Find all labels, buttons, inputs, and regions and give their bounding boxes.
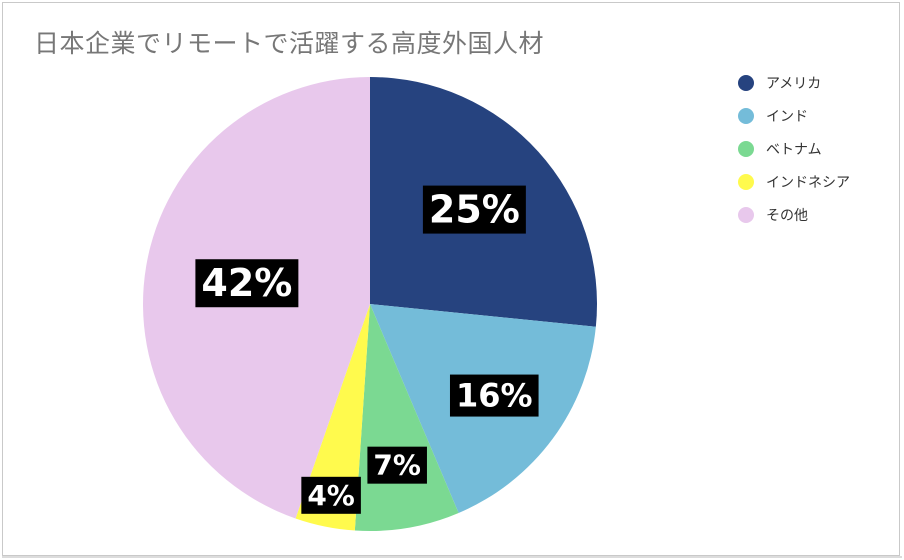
legend-item-vietnam: ベトナム: [738, 138, 850, 160]
chart-title: 日本企業でリモートで活躍する高度外国人材: [34, 29, 545, 58]
legend-item-indonesia: インドネシア: [738, 171, 850, 193]
data-label-bg-other: [195, 259, 299, 308]
data-label-vietnam: 7%: [367, 446, 427, 484]
data-label-text-other: 42%: [201, 261, 292, 305]
legend-item-other: その他: [738, 204, 850, 226]
data-label-indonesia: 4%: [301, 476, 361, 514]
data-label-india: 16%: [449, 374, 539, 417]
legend-label-india: インド: [766, 109, 808, 125]
data-label-bg-india: [449, 374, 539, 417]
data-label-text-vietnam: 7%: [373, 449, 421, 482]
data-label-text-america: 25%: [429, 188, 520, 232]
legend-label-america: アメリカ: [766, 76, 822, 92]
legend-swatch-america: [738, 75, 754, 91]
data-label-bg-vietnam: [367, 446, 427, 484]
legend-item-america: アメリカ: [738, 72, 850, 94]
data-label-america: 25%: [422, 185, 526, 234]
legend-label-indonesia: インドネシア: [766, 175, 850, 191]
legend: アメリカインドベトナムインドネシア その他: [738, 72, 850, 237]
pie-slice-indonesia: [295, 304, 370, 531]
legend-swatch-vietnam: [738, 141, 754, 157]
data-label-other: 42%: [195, 259, 299, 308]
data-label-text-india: 16%: [456, 377, 533, 415]
legend-swatch-india: [738, 108, 754, 124]
legend-item-india: インド: [738, 105, 850, 127]
legend-swatch-other: [738, 207, 754, 223]
legend-label-other: その他: [766, 208, 808, 224]
data-label-bg-indonesia: [301, 476, 361, 514]
data-label-bg-america: [422, 185, 526, 234]
legend-label-vietnam: ベトナム: [766, 142, 822, 158]
data-label-text-indonesia: 4%: [307, 479, 355, 512]
bottom-divider: [2, 556, 902, 558]
legend-swatch-indonesia: [738, 174, 754, 190]
